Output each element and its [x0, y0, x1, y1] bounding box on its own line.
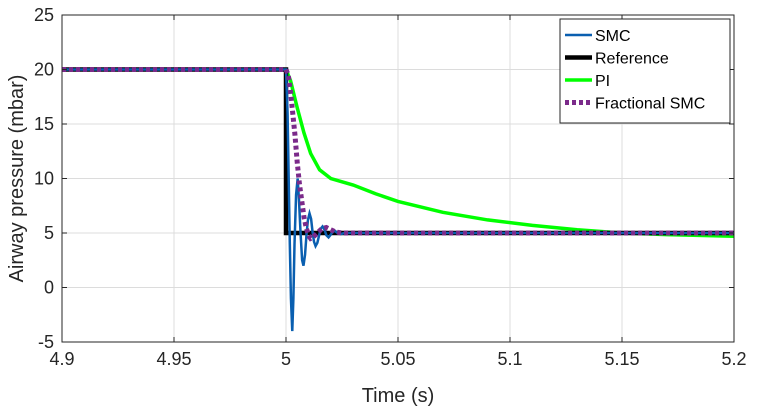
legend-label: PI: [595, 73, 610, 90]
y-tick-label: 0: [44, 278, 54, 298]
x-tick-label: 5.2: [721, 349, 746, 369]
series-line-pi: [62, 67, 735, 239]
x-axis-title: Time (s): [362, 385, 435, 407]
y-tick-label: 5: [44, 223, 54, 243]
series-line-smc: [62, 68, 734, 332]
x-tick-label: 5.15: [604, 349, 639, 369]
legend-label: Reference: [595, 51, 669, 68]
x-tick-label: 4.95: [156, 349, 191, 369]
x-tick-label: 5.05: [380, 349, 415, 369]
x-tick-label: 4.9: [49, 349, 74, 369]
legend-label: SMC: [595, 28, 631, 45]
legend-label: Fractional SMC: [595, 96, 705, 113]
y-tick-label: 25: [34, 5, 54, 25]
series-line-fractional-smc: [62, 67, 734, 242]
x-tick-label: 5.1: [497, 349, 522, 369]
y-axis-title: Airway pressure (mbar): [6, 75, 28, 283]
legend-box: [559, 18, 731, 124]
x-tick-label: 5: [281, 349, 291, 369]
x-axis: 4.9 4.95 5 5.05 5.1 5.15 5.2: [49, 15, 747, 369]
series-layer: [62, 67, 735, 332]
y-tick-label: -5: [38, 332, 54, 352]
y-tick-label: 15: [34, 114, 54, 134]
y-axis: -5 0 5 10 15 20 25: [34, 5, 734, 352]
y-tick-label: 20: [34, 60, 54, 80]
legend: SMC Reference PI Fractional SMC: [559, 18, 731, 124]
y-tick-label: 10: [34, 169, 54, 189]
